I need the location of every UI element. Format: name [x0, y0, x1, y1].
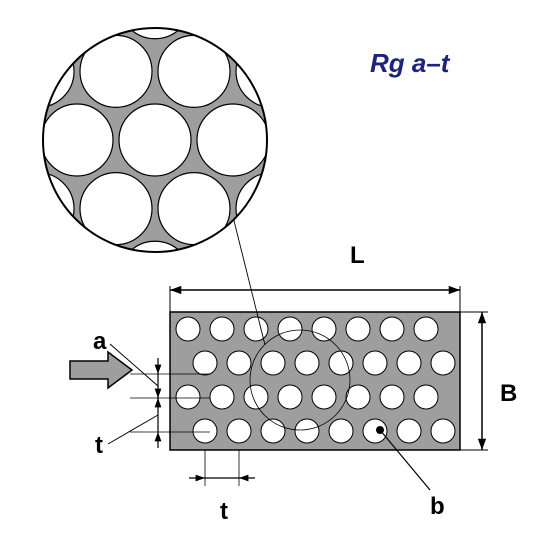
diagram-svg	[0, 0, 550, 550]
title-label: Rg a–t	[370, 48, 449, 79]
diagram-canvas: Rg a–t L B a t t b	[0, 0, 550, 550]
label-t-left: t	[95, 432, 103, 460]
label-B: B	[500, 380, 517, 408]
label-t-bottom: t	[220, 498, 228, 526]
label-b: b	[430, 493, 445, 521]
label-L: L	[350, 242, 365, 270]
label-a: a	[93, 328, 106, 356]
